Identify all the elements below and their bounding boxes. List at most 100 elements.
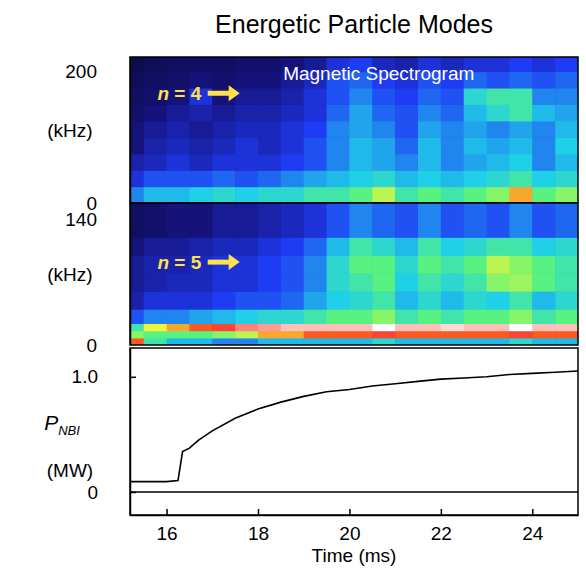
heatmap-cell [281,273,304,292]
heatmap-cell [130,331,144,339]
heatmap-cell [281,291,304,310]
heatmap-cell [130,104,144,121]
heatmap-cell [144,338,167,345]
heatmap-cell [509,187,532,203]
y-tick: 1.0 [72,366,136,387]
heatmap-cell [281,170,304,187]
x-tick: 16 [157,509,178,544]
heatmap-cell [487,88,510,105]
heatmap-cell [441,291,464,310]
heatmap-cell [441,187,464,203]
heatmap-cell [395,309,418,324]
heatmap-cell [258,104,281,121]
heatmap-cell [464,121,487,138]
heatmap-cell [349,154,372,171]
heatmap-cell [189,309,212,324]
heatmap-cell [555,203,578,238]
heatmap-cell [487,57,510,72]
heatmap-cell [395,273,418,292]
heatmap-cell [464,137,487,154]
heatmap-cell [304,187,327,203]
y-tick: 200 [65,61,130,82]
heatmap-cell [327,237,350,256]
y-tick: 0 [87,482,136,503]
heatmap-cell [532,338,555,345]
heatmap-cell [372,203,395,238]
heatmap-cell [441,255,464,274]
heatmap-cell [167,203,190,238]
heatmap-cell [464,273,487,292]
heatmap-cell [304,273,327,292]
annotation: Magnetic Spectrogram [283,63,474,84]
heatmap-cell [189,121,212,138]
heatmap-cell [418,187,441,203]
heatmap-cell [532,170,555,187]
heatmap-cell [532,104,555,121]
heatmap-cell [327,255,350,274]
heatmap-cell [349,291,372,310]
heatmap-cell [509,88,532,105]
heatmap-cell [235,104,258,121]
heatmap-cell [555,57,578,72]
annotation-arrow [208,91,231,96]
annotation-rest: = 4 [169,83,202,104]
heatmap-cell [441,104,464,121]
heatmap-cell [327,170,350,187]
heatmap-cell [418,338,441,345]
heatmap-cell [258,57,281,72]
tick-label: 24 [522,523,544,544]
heatmap-cell [304,237,327,256]
heatmap-cell [349,187,372,203]
heatmap-cell [395,255,418,274]
annotation: n = 4 [157,83,201,104]
heatmap-cell [258,338,281,345]
heatmap-cell [304,88,327,105]
heatmap-cell [258,255,281,274]
heatmap-cell [212,137,235,154]
heatmap-cell [487,255,510,274]
heatmap-cell [464,309,487,324]
heatmap-cell [189,187,212,203]
heatmap-cell [167,338,190,345]
annotation-arrowhead [229,254,240,270]
heatmap-cell [349,104,372,121]
heatmap-cell [555,154,578,171]
heatmap-cell [487,323,510,331]
heatmap-cell [555,121,578,138]
heatmap-cell [167,104,190,121]
heatmap-cell [281,154,304,171]
heatmap-cell [509,170,532,187]
heatmap-cell [212,71,235,88]
heatmap-cell [487,154,510,171]
heatmap-cell [304,154,327,171]
heatmap-cell [395,170,418,187]
heatmap-cell [258,71,281,88]
plot-background [130,348,578,515]
heatmap-cell [349,309,372,324]
heatmap-cell [555,137,578,154]
heatmap-cell [372,255,395,274]
heatmap-cell [441,309,464,324]
heatmap-cell [327,203,350,238]
heatmap-cell [487,331,510,339]
heatmap-cell [235,203,258,238]
heatmap-cell [372,331,395,339]
x-tick: 20 [339,509,360,544]
tick-mark [532,509,534,515]
heatmap-cell [130,338,144,345]
heatmap-cell [167,273,190,292]
heatmap-cell [441,154,464,171]
heatmap-cell [130,137,144,154]
heatmap-cell [144,154,167,171]
heatmap-cell [464,154,487,171]
heatmap-cell [555,273,578,292]
heatmap-cell [487,137,510,154]
heatmap-cell [395,104,418,121]
heatmap-cell [144,57,167,72]
heatmap-cell [418,323,441,331]
axis-line [130,58,132,204]
heatmap-cell [509,154,532,171]
heatmap-cell [372,88,395,105]
heatmap-cell [349,331,372,339]
heatmap-cell [372,273,395,292]
